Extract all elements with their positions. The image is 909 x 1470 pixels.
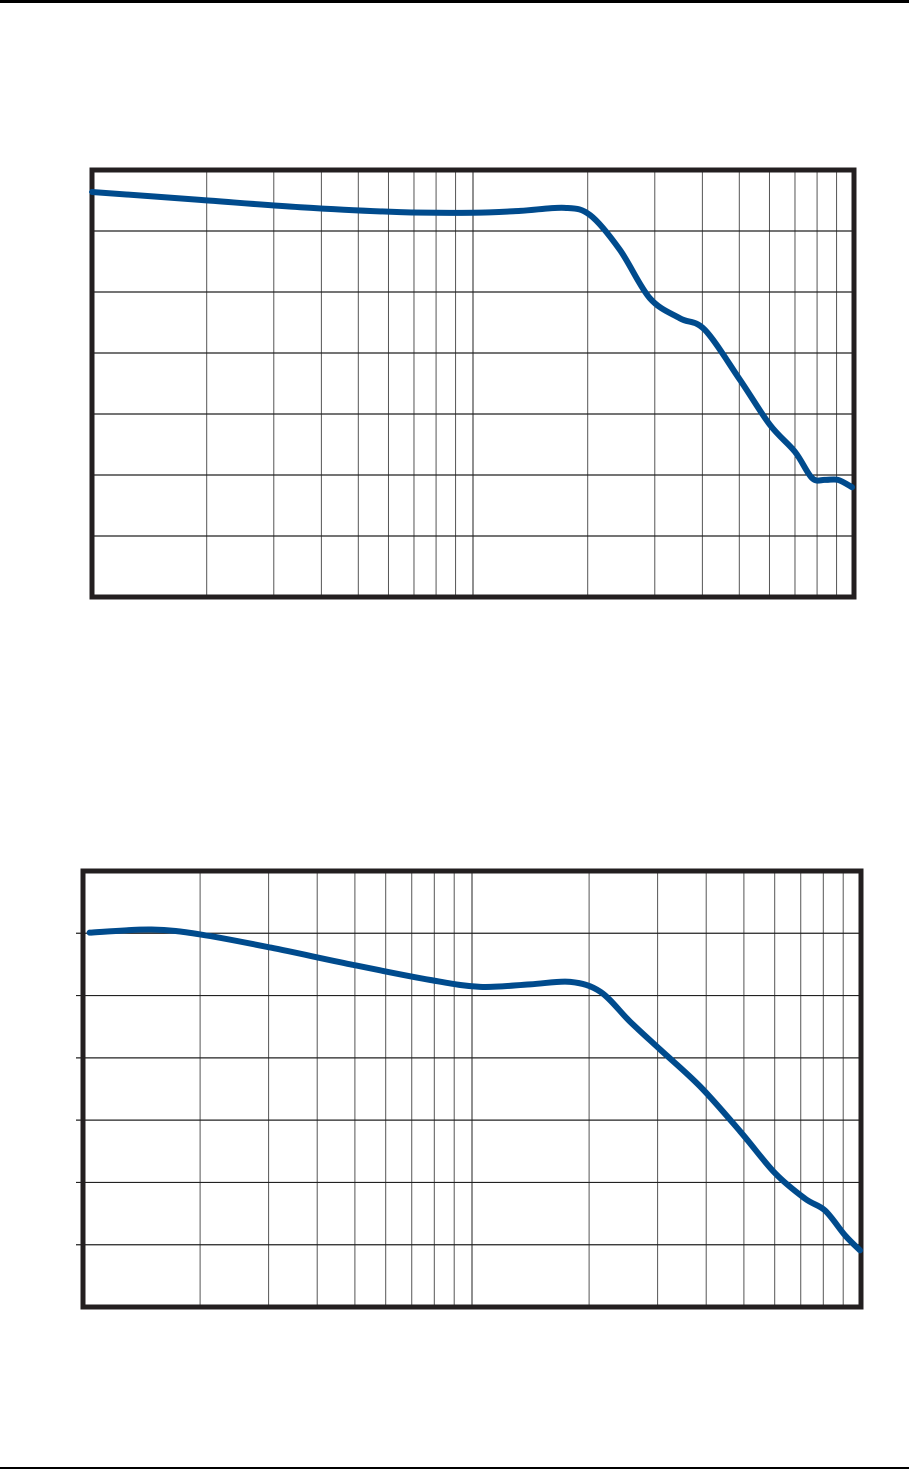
series-line — [86, 926, 863, 1254]
series-line — [89, 188, 856, 491]
chart-1 — [89, 167, 857, 600]
plot-frame — [89, 167, 857, 600]
chart-2 — [76, 868, 864, 1310]
page-top-rule — [0, 0, 909, 3]
page-bottom-rule — [0, 1467, 909, 1469]
plot-frame — [80, 868, 864, 1310]
